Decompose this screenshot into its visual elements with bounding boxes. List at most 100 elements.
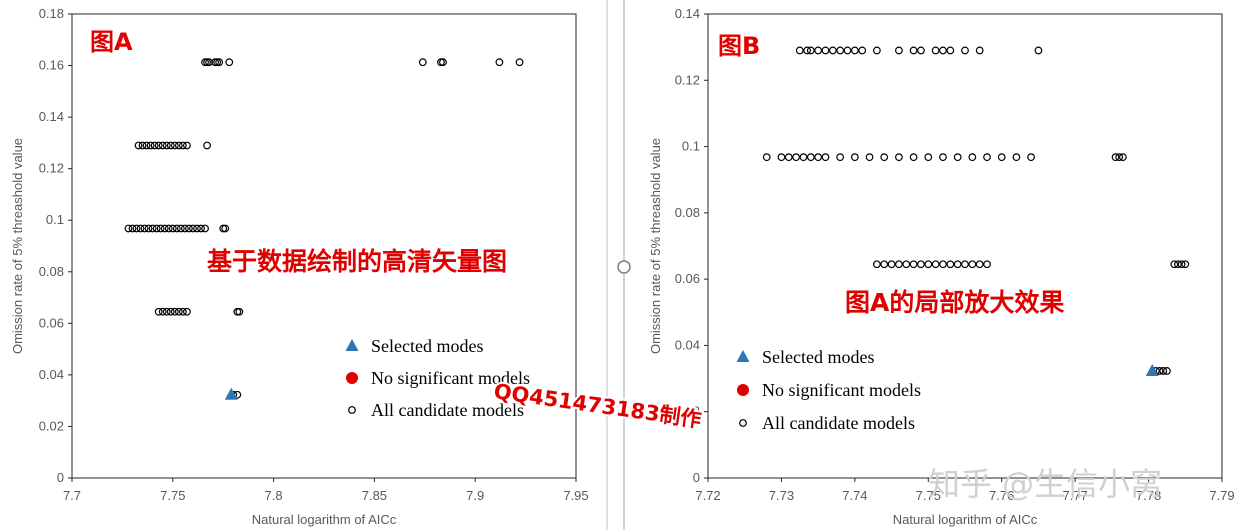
circle-marker <box>872 260 881 269</box>
y-tick-label: 0 <box>57 470 64 485</box>
circle-marker <box>154 307 163 316</box>
circle-marker <box>495 58 504 67</box>
circle-marker <box>939 260 947 269</box>
circle-marker <box>895 153 903 162</box>
circle-marker <box>1118 153 1127 162</box>
circle-marker <box>1034 46 1043 55</box>
y-tick-label: 0.04 <box>675 337 700 352</box>
circle-marker <box>946 260 955 269</box>
circle-marker <box>803 46 812 55</box>
circle-marker <box>983 153 991 162</box>
circle-marker <box>1012 153 1021 162</box>
circle-marker <box>158 307 167 316</box>
panel-label: 图A <box>90 28 133 56</box>
circle-marker <box>909 46 918 55</box>
circle-marker <box>953 260 962 269</box>
handle <box>617 260 631 274</box>
circle-marker <box>142 141 151 150</box>
circle-marker <box>917 260 925 269</box>
circle-marker <box>174 307 183 316</box>
circle-marker <box>909 260 918 269</box>
circle-marker <box>850 46 859 55</box>
circle-marker <box>858 46 867 55</box>
panel-label: 图B <box>718 32 760 60</box>
plot: 0 0.02 0.04 0.06 0.08 0.1 0.12 0.14 0.16 0.18 7.7 7… <box>10 6 589 527</box>
x-tick-label: 7.75 <box>916 488 941 503</box>
legend-label: No significant models <box>371 368 530 388</box>
circle-marker <box>1115 153 1124 162</box>
circle-marker <box>148 224 157 233</box>
circle-marker <box>140 224 149 233</box>
x-tick-label: 7.78 <box>1136 488 1161 503</box>
y-tick-label: 0.18 <box>39 6 64 21</box>
y-tick-label: 0.12 <box>675 72 700 87</box>
plot-frame <box>71 13 577 479</box>
circle-marker <box>235 307 244 316</box>
y-tick-label: 0.06 <box>675 271 700 286</box>
circle-marker <box>975 260 984 269</box>
circle-marker <box>193 224 201 233</box>
circle-marker <box>806 153 815 162</box>
circle-marker <box>183 307 191 316</box>
circle-marker <box>1177 260 1186 269</box>
circle-marker <box>201 224 209 233</box>
circle-marker <box>821 153 830 162</box>
circle-marker <box>1163 367 1171 375</box>
triangle-marker <box>1145 363 1159 376</box>
triangle-marker <box>224 387 238 400</box>
circle-marker <box>777 153 786 162</box>
circle-marker <box>953 153 962 162</box>
circle-marker <box>146 141 155 150</box>
circle-marker <box>348 406 356 414</box>
circle-marker <box>132 224 141 233</box>
circle-marker <box>183 141 191 150</box>
watermark: 知乎 @生信小窝 <box>928 465 1162 503</box>
circle-marker <box>917 46 925 55</box>
circle-marker <box>939 46 947 55</box>
circle-marker <box>185 224 193 233</box>
circle-marker <box>180 224 189 233</box>
circle-marker <box>124 224 133 233</box>
legend-label: All candidate models <box>762 413 915 433</box>
y-tick-label: 0 <box>693 470 700 485</box>
circle-marker <box>924 260 933 269</box>
y-tick-label: 0.08 <box>675 205 700 220</box>
circle-marker <box>828 46 837 55</box>
circle-marker <box>515 58 524 67</box>
y-tick-label: 0.14 <box>39 109 64 124</box>
y-tick-label: 0.08 <box>39 264 64 279</box>
circle-marker <box>134 141 143 150</box>
circle-marker <box>799 153 808 162</box>
circle-marker <box>939 153 947 162</box>
circle-marker <box>821 46 830 55</box>
y-tick-label: 0.1 <box>46 212 64 227</box>
circle-marker <box>162 307 171 316</box>
circle-marker <box>418 58 427 67</box>
circle-marker <box>739 419 747 427</box>
circle-marker <box>189 224 197 233</box>
circle-marker <box>128 224 137 233</box>
circle-marker <box>160 224 169 233</box>
circle-marker <box>806 46 815 55</box>
circle-marker <box>1111 153 1120 162</box>
circle-marker <box>439 58 447 67</box>
circle-marker <box>168 224 177 233</box>
y-tick-label: 0.02 <box>675 404 700 419</box>
circle-marker <box>975 46 984 55</box>
caption: 图A的局部放大效果 <box>845 288 1064 317</box>
circle-marker <box>225 58 234 67</box>
circle-marker <box>872 46 881 55</box>
y-tick-label: 0.12 <box>39 161 64 176</box>
circle-marker <box>850 153 859 162</box>
y-tick-label: 0.04 <box>39 367 64 382</box>
circle-marker <box>136 224 145 233</box>
circle-marker <box>154 141 163 150</box>
x-tick-label: 7.72 <box>695 488 720 503</box>
y-tick-label: 0.14 <box>675 6 700 21</box>
circle-marker <box>197 224 205 233</box>
circle-marker <box>166 141 175 150</box>
circle-marker <box>762 153 771 162</box>
circle-marker <box>203 141 211 150</box>
circle-marker <box>1181 260 1190 269</box>
